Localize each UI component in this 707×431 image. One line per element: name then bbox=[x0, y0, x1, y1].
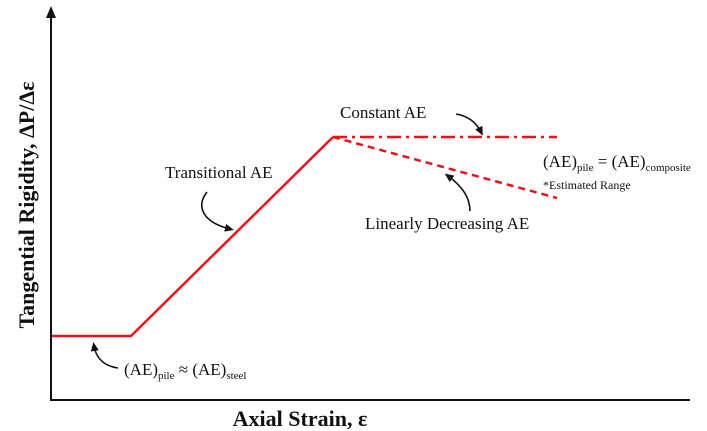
composite-equation: (AE)pile = (AE)composite bbox=[543, 152, 691, 174]
equation-term: (AE) bbox=[192, 360, 226, 379]
steel-pointer-arrow-icon bbox=[90, 342, 119, 369]
x-axis-title: Axial Strain, ε bbox=[233, 406, 368, 431]
constant-pointer-arrow-icon bbox=[455, 113, 483, 136]
decreasing-ae-line bbox=[332, 135, 558, 200]
equation-relation: = bbox=[593, 152, 611, 171]
decreasing-pointer-arrow-icon bbox=[444, 173, 471, 212]
equation-term: (AE) bbox=[124, 360, 158, 379]
constant-ae-label: Constant AE bbox=[340, 103, 426, 122]
equation-term: (AE) bbox=[612, 152, 646, 171]
equation-subscript: pile bbox=[577, 162, 594, 174]
y-axis-title: Tangential Rigidity, ΔP/Δε bbox=[14, 81, 39, 328]
equation-subscript: composite bbox=[646, 162, 691, 174]
y-axis-arrow-icon bbox=[46, 6, 56, 18]
equation-relation: ≈ bbox=[174, 360, 192, 379]
steel-equation: (AE)pile ≈ (AE)steel bbox=[124, 360, 246, 382]
estimated-range-note: *Estimated Range bbox=[543, 178, 631, 192]
linearly-decreasing-ae-label: Linearly Decreasing AE bbox=[365, 214, 529, 233]
rigidity-curve bbox=[52, 136, 334, 338]
equation-subscript: pile bbox=[158, 370, 175, 382]
transitional-pointer-arrow-icon bbox=[201, 191, 234, 232]
transitional-ae-label: Transitional AE bbox=[165, 163, 273, 182]
equation-term: (AE) bbox=[543, 152, 577, 171]
equation-subscript: steel bbox=[226, 370, 246, 382]
